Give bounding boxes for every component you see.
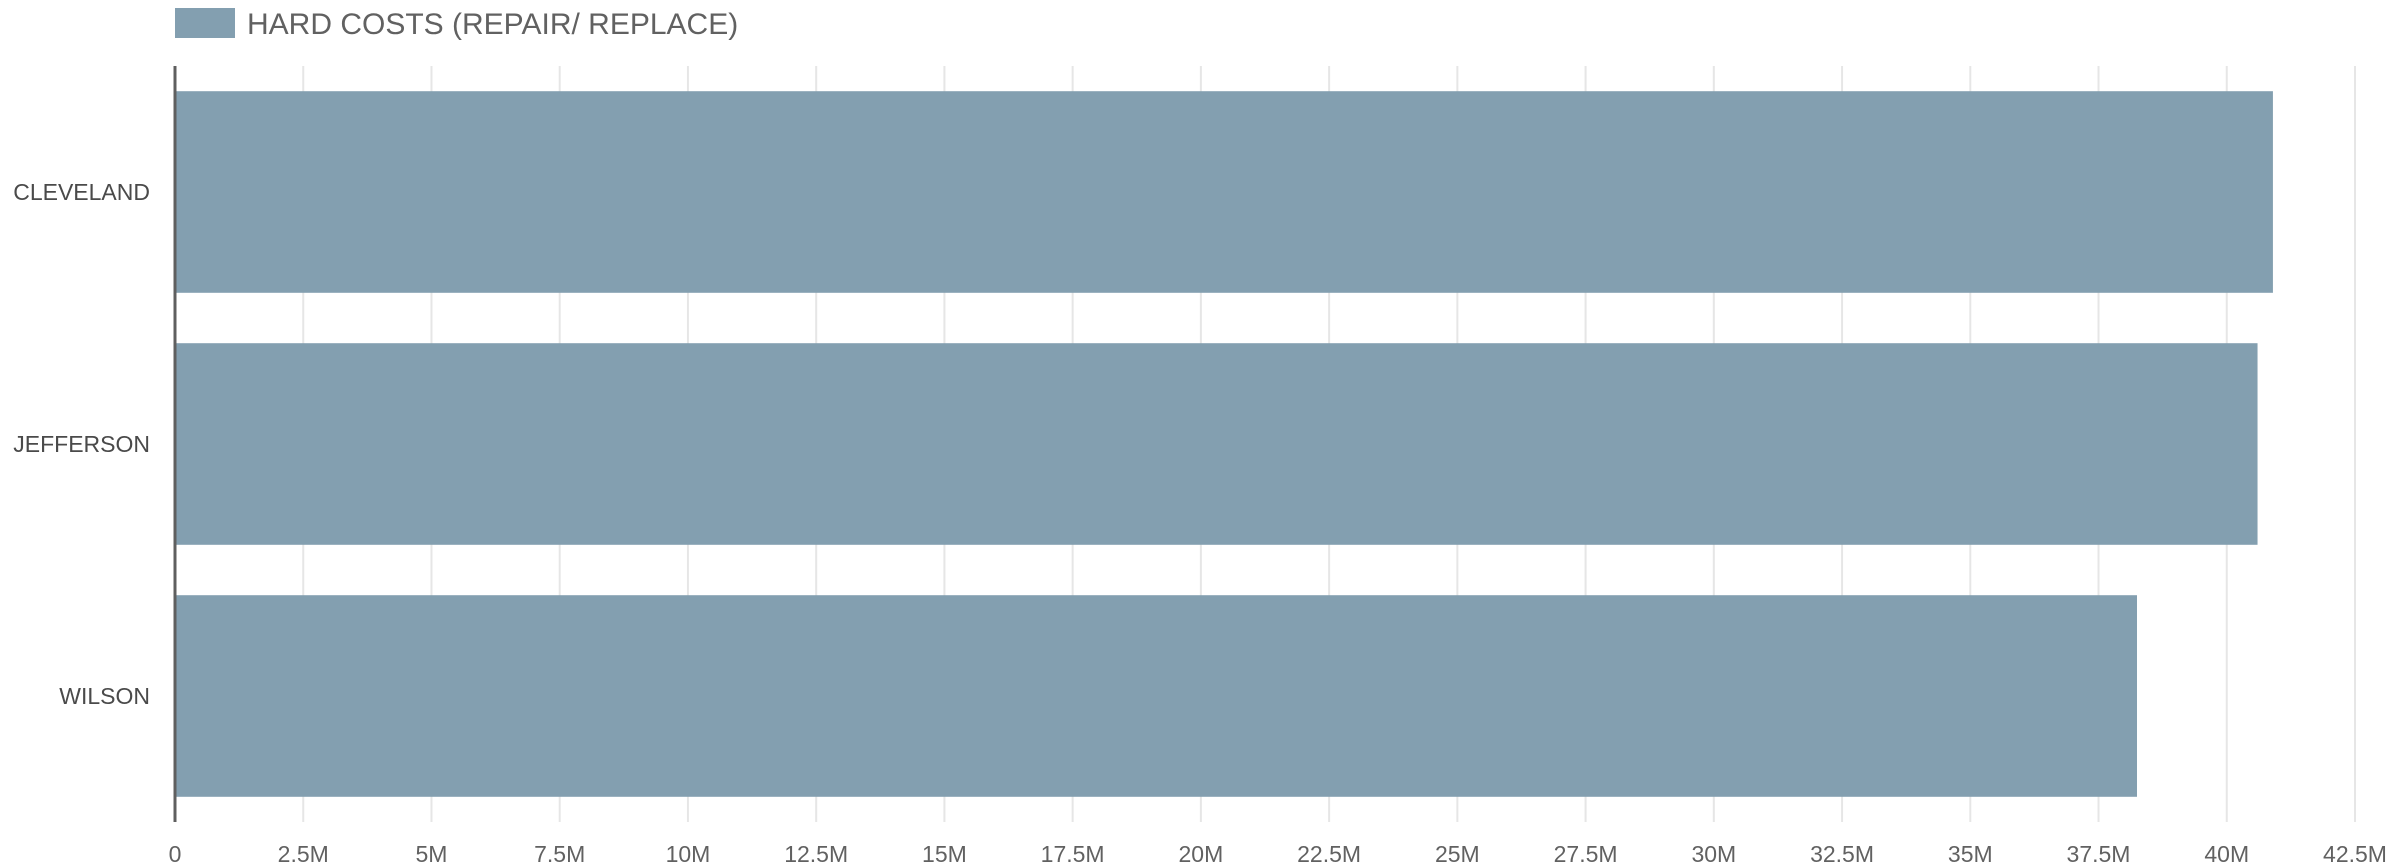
x-tick-label: 25M [1435, 841, 1480, 862]
x-tick-label: 15M [922, 841, 967, 862]
bar-wilson [175, 595, 2137, 797]
x-tick-label: 0 [169, 841, 182, 862]
category-labels: CLEVELAND JEFFERSON WILSON [13, 179, 150, 709]
x-tick-label: 5M [415, 841, 447, 862]
x-tick-label: 2.5M [278, 841, 329, 862]
x-tick-label: 42.5M [2323, 841, 2387, 862]
category-label-wilson: WILSON [59, 683, 150, 709]
x-tick-label: 22.5M [1297, 841, 1361, 862]
bars [175, 91, 2273, 797]
x-tick-label: 20M [1179, 841, 1224, 862]
x-tick-label: 12.5M [784, 841, 848, 862]
x-tick-label: 30M [1691, 841, 1736, 862]
x-tick-label: 35M [1948, 841, 1993, 862]
bar-cleveland [175, 91, 2273, 293]
category-label-cleveland: CLEVELAND [13, 179, 150, 205]
x-tick-label: 37.5M [2067, 841, 2131, 862]
x-tick-label: 40M [2204, 841, 2249, 862]
category-label-jefferson: JEFFERSON [13, 431, 150, 457]
x-axis-tick-labels: 0 2.5M 5M 7.5M 10M 12.5M 15M 17.5M 20M 22.5M 25M 27… [169, 841, 2387, 862]
x-tick-label: 17.5M [1041, 841, 1105, 862]
x-tick-label: 27.5M [1554, 841, 1618, 862]
legend-label-hard-costs: HARD COSTS (REPAIR/ REPLACE) [247, 8, 738, 41]
x-tick-label: 10M [666, 841, 711, 862]
x-tick-label: 7.5M [534, 841, 585, 862]
bar-jefferson [175, 343, 2258, 545]
legend: HARD COSTS (REPAIR/ REPLACE) [175, 8, 738, 41]
x-tick-label: 32.5M [1810, 841, 1874, 862]
legend-swatch [175, 8, 235, 38]
